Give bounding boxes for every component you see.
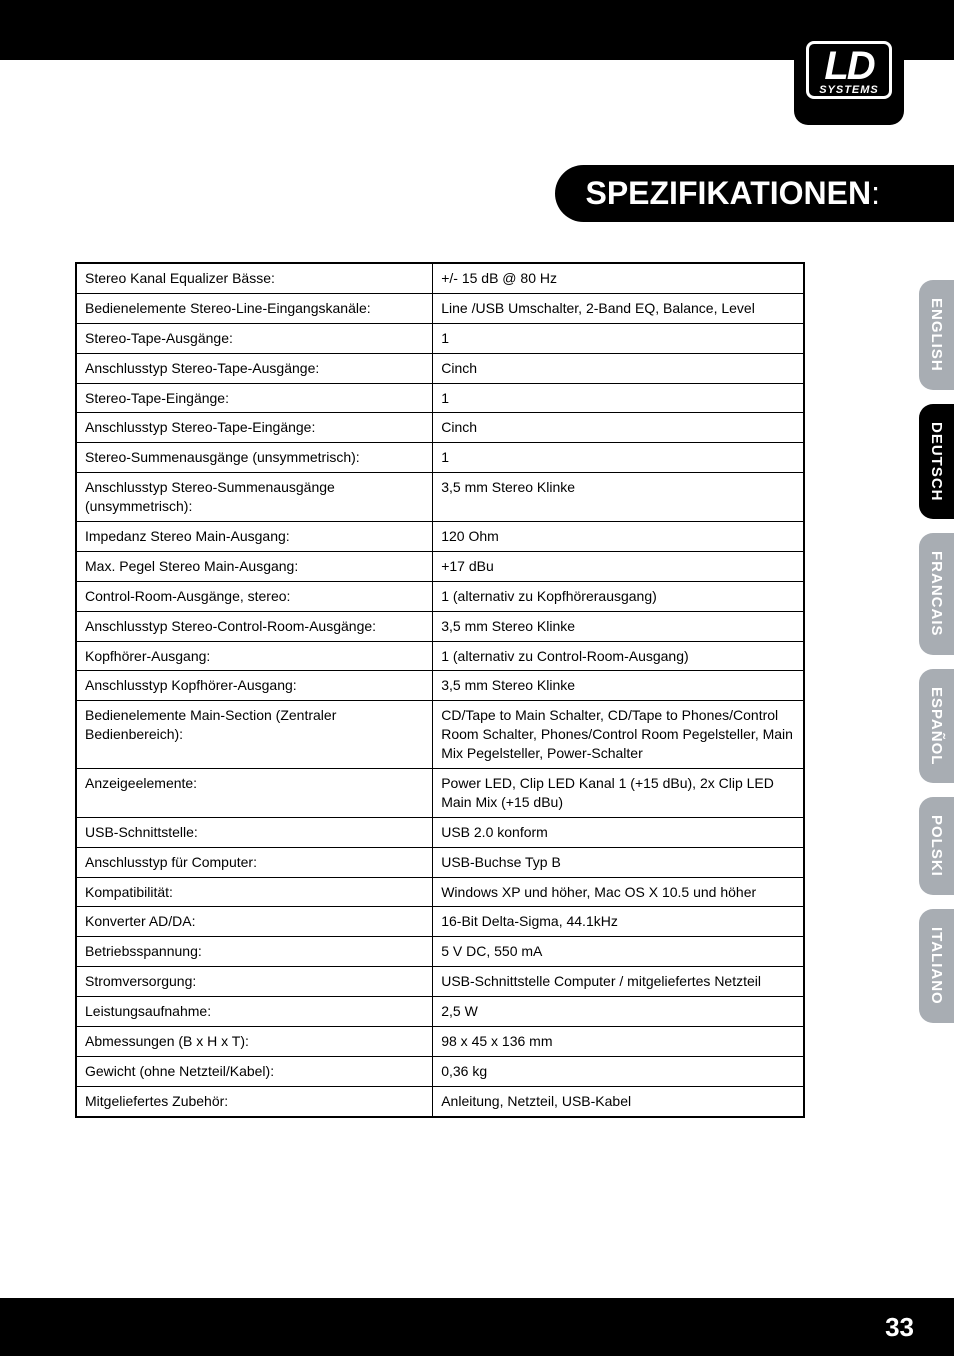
spec-value: 1 (alternativ zu Kopfhörerausgang) (433, 581, 804, 611)
spec-table: Stereo Kanal Equalizer Bässe:+/- 15 dB @… (75, 262, 805, 1118)
spec-value: USB 2.0 konform (433, 817, 804, 847)
spec-label: Bedienelemente Main-Section (Zentraler B… (76, 701, 433, 769)
spec-value: 2,5 W (433, 997, 804, 1027)
table-row: Anschlusstyp für Computer:USB-Buchse Typ… (76, 847, 804, 877)
table-row: Max. Pegel Stereo Main-Ausgang:+17 dBu (76, 551, 804, 581)
spec-value: 5 V DC, 550 mA (433, 937, 804, 967)
logo-sub: SYSTEMS (819, 84, 879, 96)
table-row: Anschlusstyp Stereo-Tape-Eingänge:Cinch (76, 413, 804, 443)
spec-label: Stereo Kanal Equalizer Bässe: (76, 263, 433, 293)
spec-value: Line /USB Umschalter, 2-Band EQ, Balance… (433, 293, 804, 323)
spec-value: 3,5 mm Stereo Klinke (433, 611, 804, 641)
lang-tab-polski[interactable]: POLSKI (919, 797, 954, 895)
table-row: Control-Room-Ausgänge, stereo:1 (alterna… (76, 581, 804, 611)
spec-label: Leistungsaufnahme: (76, 997, 433, 1027)
spec-label: Stereo-Tape-Ausgänge: (76, 323, 433, 353)
spec-label: Control-Room-Ausgänge, stereo: (76, 581, 433, 611)
section-title: SPEZIFIKATIONEN: (555, 165, 904, 222)
spec-value: Cinch (433, 413, 804, 443)
spec-label: Anschlusstyp Stereo-Tape-Ausgänge: (76, 353, 433, 383)
table-row: Stereo-Tape-Ausgänge:1 (76, 323, 804, 353)
spec-label: Mitgeliefertes Zubehör: (76, 1086, 433, 1116)
brand-logo: LD SYSTEMS (794, 15, 904, 125)
table-row: Bedienelemente Main-Section (Zentraler B… (76, 701, 804, 769)
table-row: Konverter AD/DA:16-Bit Delta-Sigma, 44.1… (76, 907, 804, 937)
table-row: Bedienelemente Stereo-Line-Eingangskanäl… (76, 293, 804, 323)
table-row: Anschlusstyp Stereo-Control-Room-Ausgäng… (76, 611, 804, 641)
spec-label: Stromversorgung: (76, 967, 433, 997)
spec-label: Anschlusstyp Stereo-Summenausgänge (unsy… (76, 473, 433, 522)
spec-label: Bedienelemente Stereo-Line-Eingangskanäl… (76, 293, 433, 323)
spec-value: Power LED, Clip LED Kanal 1 (+15 dBu), 2… (433, 769, 804, 818)
spec-label: Kompatibilität: (76, 877, 433, 907)
spec-value: 3,5 mm Stereo Klinke (433, 473, 804, 522)
spec-label: Stereo-Summenausgänge (unsymmetrisch): (76, 443, 433, 473)
spec-label: Anzeigeelemente: (76, 769, 433, 818)
table-row: Impedanz Stereo Main-Ausgang:120 Ohm (76, 522, 804, 552)
table-row: Anschlusstyp Stereo-Summenausgänge (unsy… (76, 473, 804, 522)
spec-value: 1 (433, 443, 804, 473)
spec-label: Kopfhörer-Ausgang: (76, 641, 433, 671)
table-row: Gewicht (ohne Netzteil/Kabel):0,36 kg (76, 1056, 804, 1086)
spec-value: +/- 15 dB @ 80 Hz (433, 263, 804, 293)
spec-label: Anschlusstyp Stereo-Control-Room-Ausgäng… (76, 611, 433, 641)
table-row: Mitgeliefertes Zubehör:Anleitung, Netzte… (76, 1086, 804, 1116)
table-row: USB-Schnittstelle:USB 2.0 konform (76, 817, 804, 847)
lang-tab-english[interactable]: ENGLISH (919, 280, 954, 390)
spec-value: Windows XP und höher, Mac OS X 10.5 und … (433, 877, 804, 907)
spec-value: 1 (alternativ zu Control-Room-Ausgang) (433, 641, 804, 671)
table-row: Anschlusstyp Kopfhörer-Ausgang:3,5 mm St… (76, 671, 804, 701)
spec-value: 16-Bit Delta-Sigma, 44.1kHz (433, 907, 804, 937)
spec-value: 0,36 kg (433, 1056, 804, 1086)
table-row: Stereo Kanal Equalizer Bässe:+/- 15 dB @… (76, 263, 804, 293)
table-row: Abmessungen (B x H x T):98 x 45 x 136 mm (76, 1027, 804, 1057)
spec-value: USB-Schnittstelle Computer / mitgeliefer… (433, 967, 804, 997)
spec-label: Anschlusstyp für Computer: (76, 847, 433, 877)
logo-main: LD (824, 46, 873, 86)
lang-tab-deutsch[interactable]: DEUTSCH (919, 404, 954, 520)
spec-value: Anleitung, Netzteil, USB-Kabel (433, 1086, 804, 1116)
table-row: Leistungsaufnahme:2,5 W (76, 997, 804, 1027)
footer-bar: 33 (0, 1298, 954, 1356)
title-extend (904, 165, 954, 222)
spec-value: 1 (433, 383, 804, 413)
page-number: 33 (885, 1312, 914, 1343)
table-row: Anzeigeelemente:Power LED, Clip LED Kana… (76, 769, 804, 818)
spec-label: Konverter AD/DA: (76, 907, 433, 937)
spec-label: Abmessungen (B x H x T): (76, 1027, 433, 1057)
spec-value: +17 dBu (433, 551, 804, 581)
spec-value: 98 x 45 x 136 mm (433, 1027, 804, 1057)
table-row: Betriebsspannung:5 V DC, 550 mA (76, 937, 804, 967)
spec-label: Max. Pegel Stereo Main-Ausgang: (76, 551, 433, 581)
spec-label: Gewicht (ohne Netzteil/Kabel): (76, 1056, 433, 1086)
spec-value: 1 (433, 323, 804, 353)
table-row: Kompatibilität:Windows XP und höher, Mac… (76, 877, 804, 907)
spec-value: 120 Ohm (433, 522, 804, 552)
spec-label: Impedanz Stereo Main-Ausgang: (76, 522, 433, 552)
spec-label: Anschlusstyp Stereo-Tape-Eingänge: (76, 413, 433, 443)
lang-tab-italiano[interactable]: ITALIANO (919, 909, 954, 1023)
table-row: Stromversorgung:USB-Schnittstelle Comput… (76, 967, 804, 997)
spec-label: Betriebsspannung: (76, 937, 433, 967)
spec-label: Stereo-Tape-Eingänge: (76, 383, 433, 413)
lang-tab-español[interactable]: ESPAÑOL (919, 669, 954, 783)
language-tabs: ENGLISH DEUTSCH FRANCAIS ESPAÑOL POLSKI ITALI… (919, 280, 954, 1023)
spec-value: USB-Buchse Typ B (433, 847, 804, 877)
spec-label: Anschlusstyp Kopfhörer-Ausgang: (76, 671, 433, 701)
table-row: Anschlusstyp Stereo-Tape-Ausgänge:Cinch (76, 353, 804, 383)
lang-tab-francais[interactable]: FRANCAIS (919, 533, 954, 655)
spec-value: CD/Tape to Main Schalter, CD/Tape to Pho… (433, 701, 804, 769)
spec-label: USB-Schnittstelle: (76, 817, 433, 847)
table-row: Stereo-Summenausgänge (unsymmetrisch):1 (76, 443, 804, 473)
spec-value: Cinch (433, 353, 804, 383)
table-row: Kopfhörer-Ausgang:1 (alternativ zu Contr… (76, 641, 804, 671)
table-row: Stereo-Tape-Eingänge:1 (76, 383, 804, 413)
spec-value: 3,5 mm Stereo Klinke (433, 671, 804, 701)
